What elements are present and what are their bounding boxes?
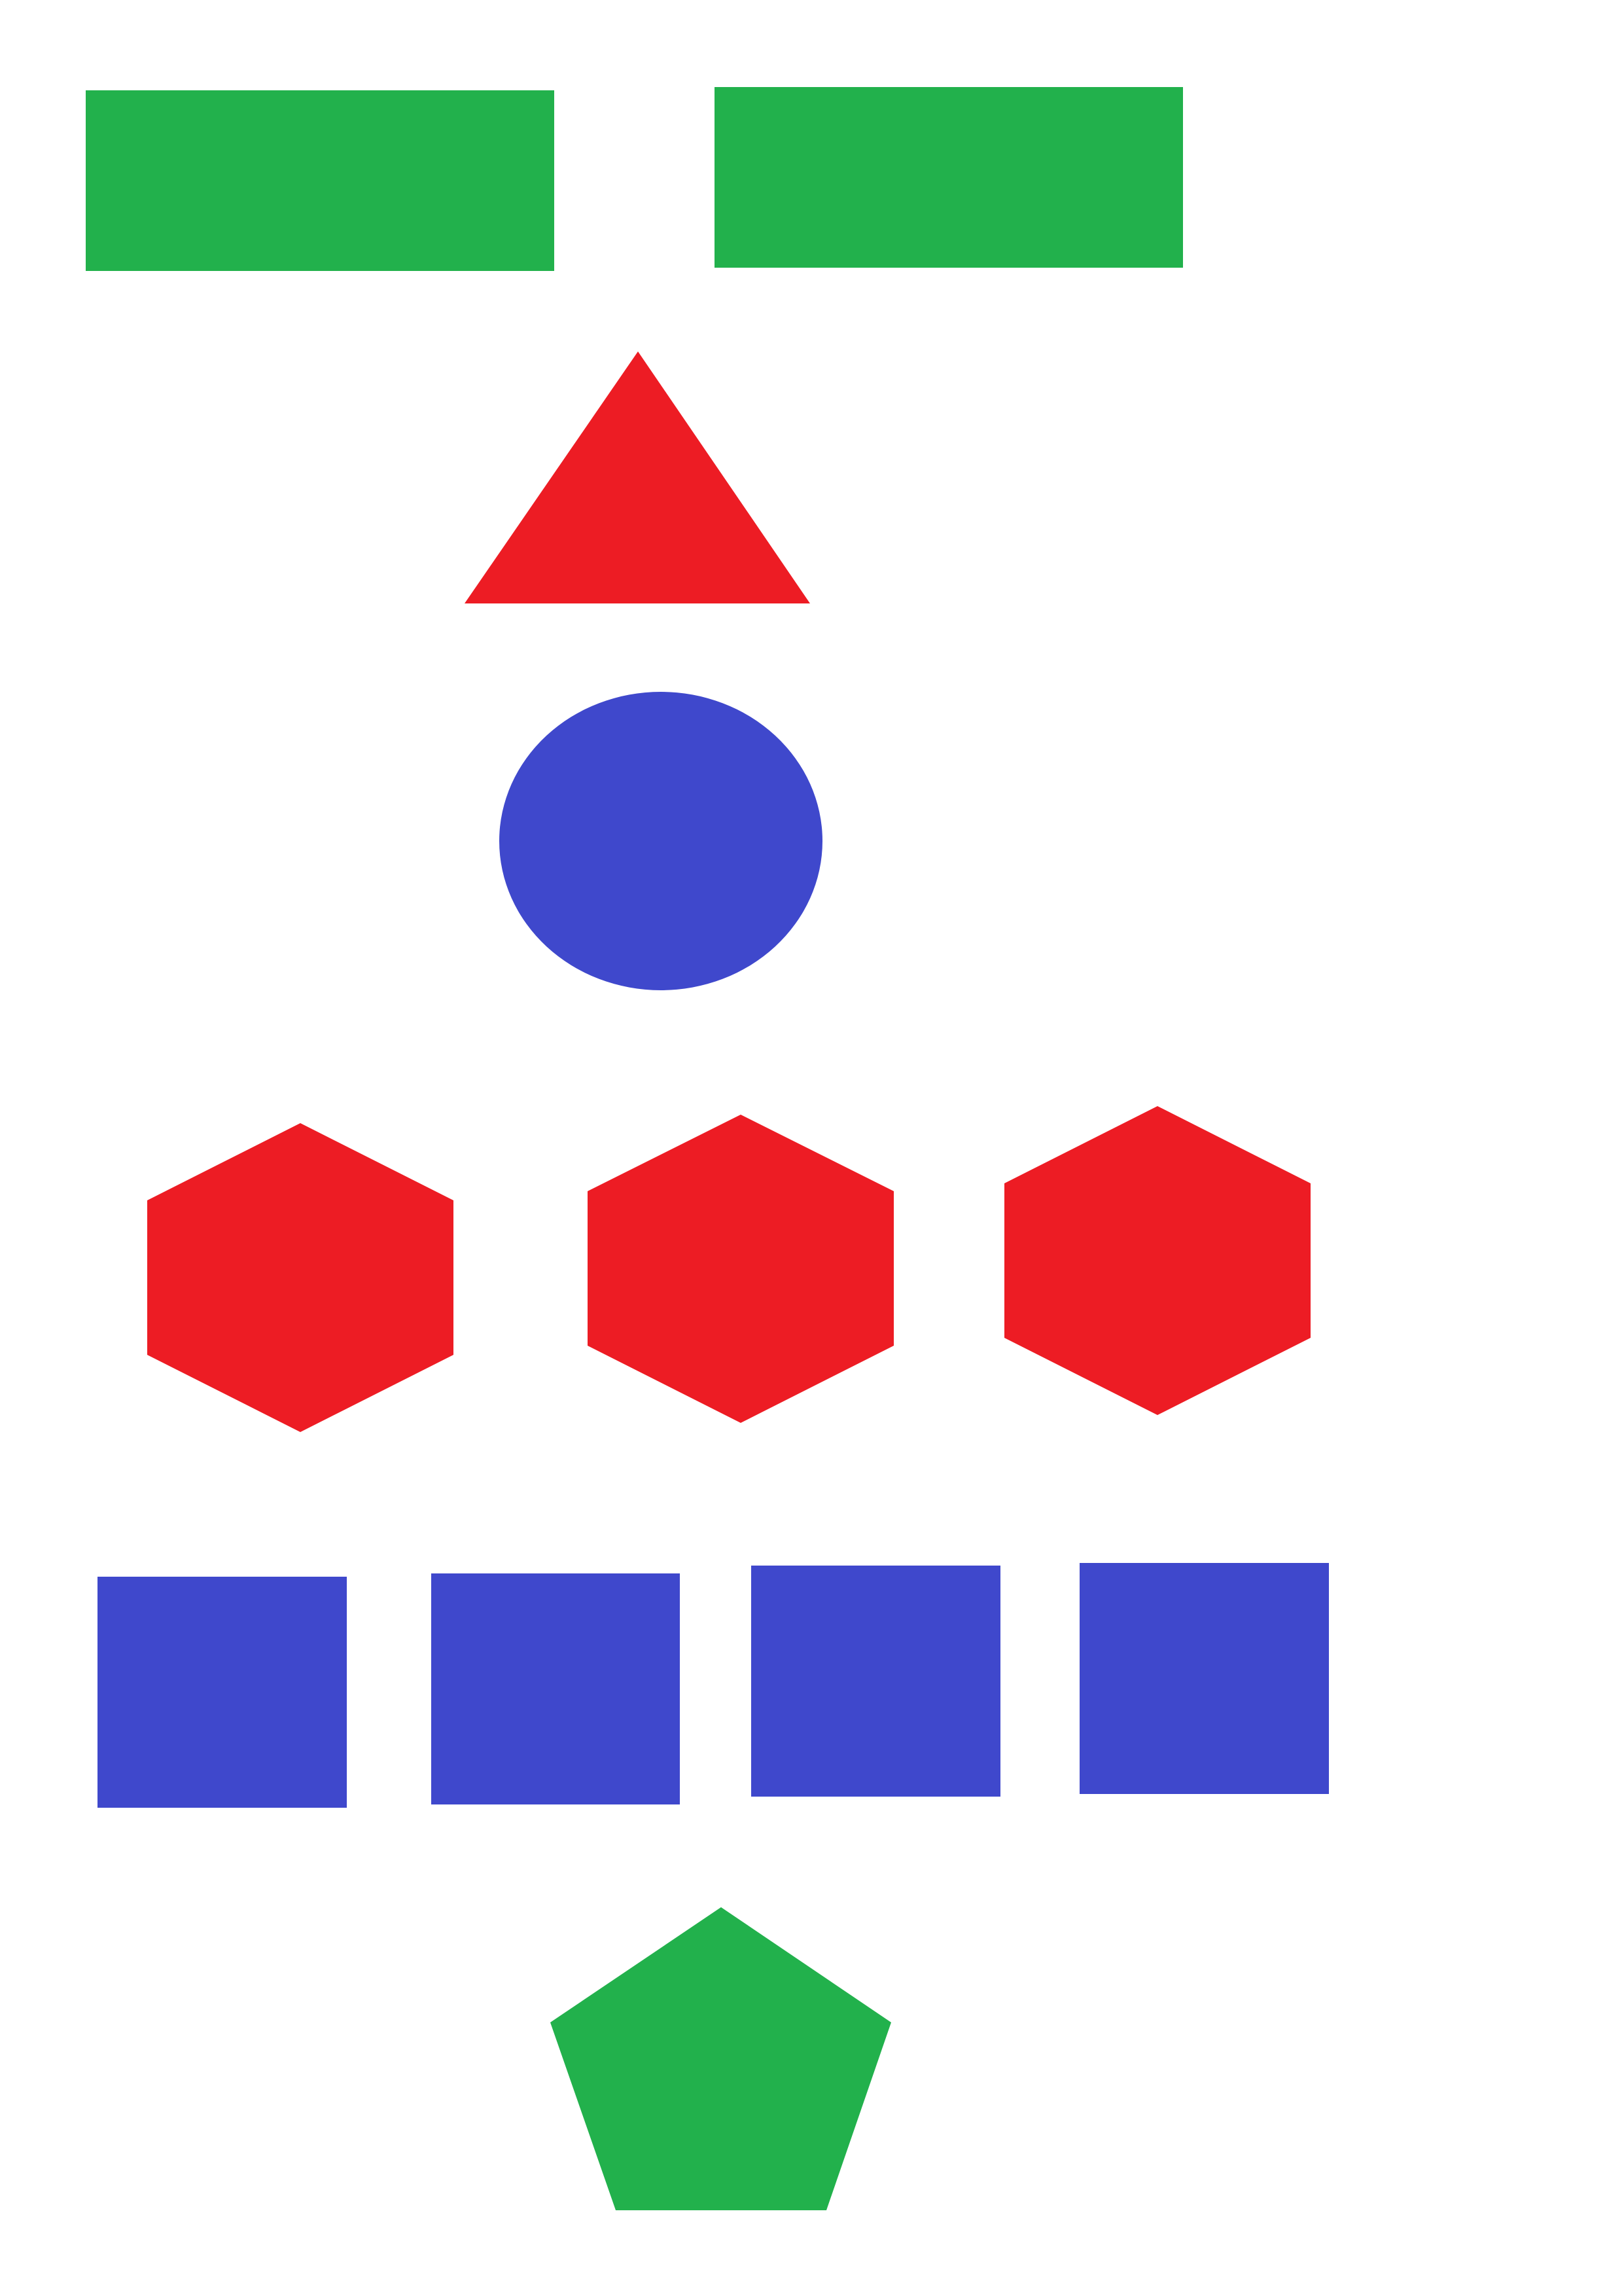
red-hexagon-3 [1004, 1106, 1311, 1415]
blue-square-4 [1080, 1563, 1329, 1794]
green-pentagon [550, 1907, 891, 2210]
red-hexagon-1 [147, 1123, 453, 1432]
green-rectangle-right [715, 87, 1183, 268]
green-rectangle-left [86, 90, 554, 271]
blue-square-1 [97, 1577, 347, 1808]
red-triangle [465, 351, 810, 603]
blue-ellipse [499, 692, 822, 990]
red-hexagon-2 [588, 1115, 894, 1423]
blue-square-2 [431, 1573, 680, 1804]
blue-square-3 [751, 1566, 1000, 1797]
